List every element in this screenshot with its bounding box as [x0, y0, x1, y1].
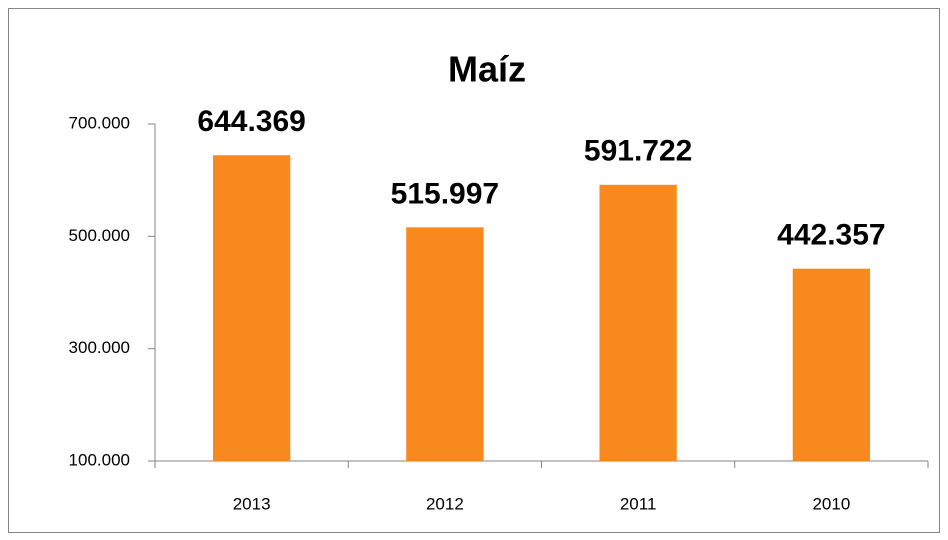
data-label: 442.357	[777, 219, 885, 252]
y-tick-label: 500.000	[69, 226, 130, 245]
data-label: 644.369	[197, 105, 305, 138]
bar	[212, 155, 291, 461]
bar	[792, 268, 871, 461]
x-tick-label: 2011	[620, 494, 657, 513]
chart-title: Maíz	[448, 49, 526, 90]
y-tick-label: 700.000	[69, 113, 130, 132]
x-tick-label: 2012	[426, 494, 464, 513]
data-label: 591.722	[584, 135, 692, 168]
y-tick-label: 300.000	[69, 338, 130, 357]
bar	[599, 184, 677, 461]
bar	[406, 227, 484, 461]
x-tick-label: 2010	[812, 494, 850, 513]
y-tick-label: 100.000	[69, 450, 130, 469]
x-tick-label: 2013	[233, 494, 271, 513]
data-label: 515.997	[391, 177, 499, 210]
